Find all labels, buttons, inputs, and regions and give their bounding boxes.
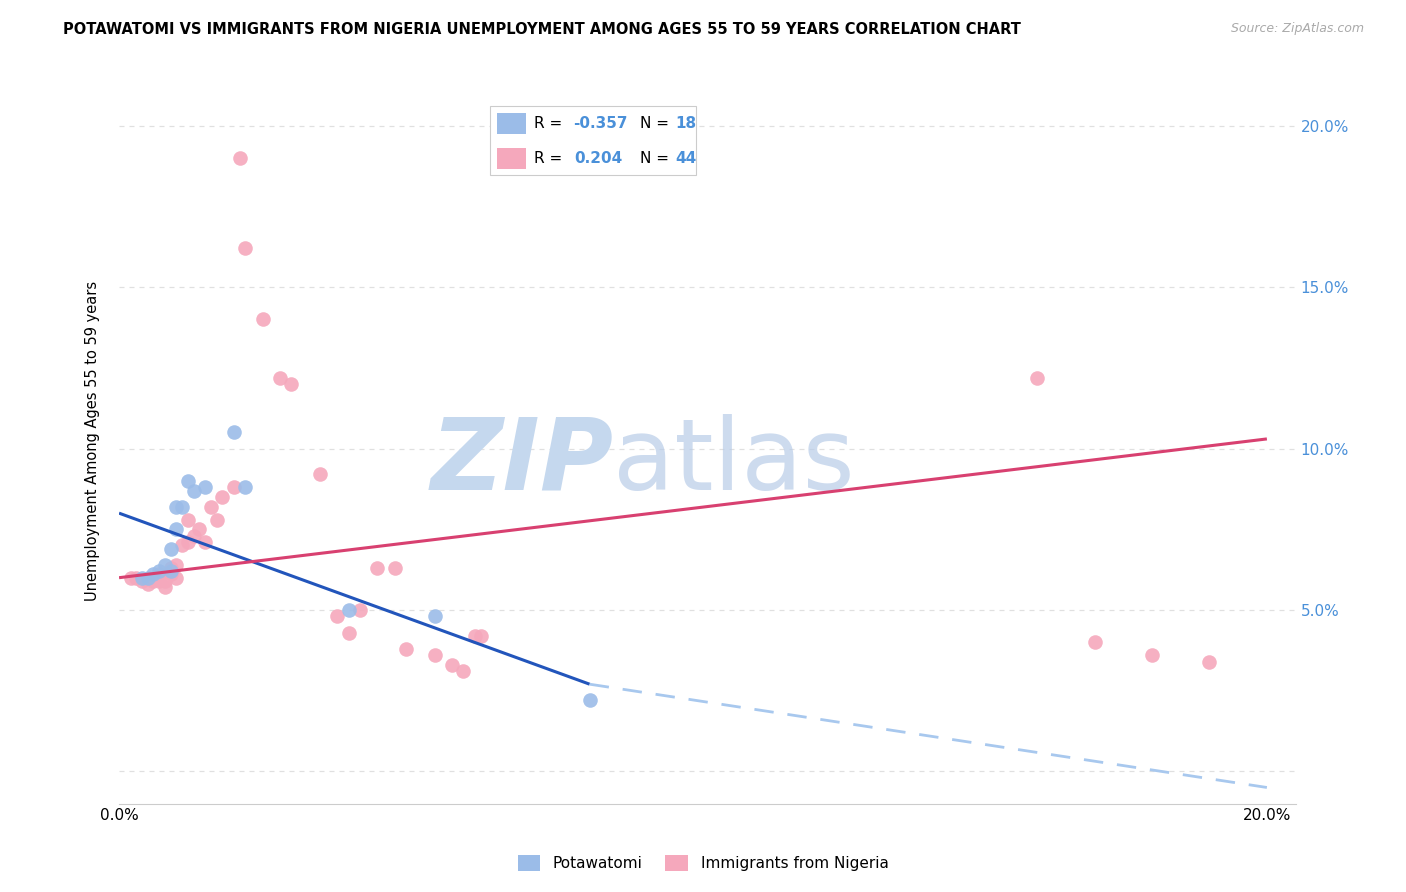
Point [194, 535, 217, 549]
Text: atlas: atlas [613, 414, 855, 511]
Point [578, 693, 600, 707]
Point [349, 603, 371, 617]
Point [165, 571, 187, 585]
Point [153, 580, 176, 594]
Point [136, 571, 159, 585]
Point [172, 538, 194, 552]
Point [1140, 648, 1163, 662]
Text: 44: 44 [675, 151, 697, 166]
Point [200, 500, 222, 514]
Point [131, 574, 153, 588]
Point [177, 535, 200, 549]
Point [148, 567, 170, 582]
Point [159, 541, 181, 556]
Point [222, 425, 245, 440]
Text: R =: R = [534, 116, 568, 131]
Point [131, 571, 153, 585]
Point [464, 629, 486, 643]
Point [120, 571, 142, 585]
Text: ZIP: ZIP [430, 414, 613, 511]
Point [222, 480, 245, 494]
Legend: Potawatomi, Immigrants from Nigeria: Potawatomi, Immigrants from Nigeria [512, 849, 894, 877]
Point [177, 474, 200, 488]
Point [188, 522, 211, 536]
Point [165, 558, 187, 572]
Text: N =: N = [640, 116, 673, 131]
Point [148, 564, 170, 578]
Bar [496, 113, 526, 134]
Text: POTAWATOMI VS IMMIGRANTS FROM NIGERIA UNEMPLOYMENT AMONG AGES 55 TO 59 YEARS COR: POTAWATOMI VS IMMIGRANTS FROM NIGERIA UN… [63, 22, 1021, 37]
Point [159, 561, 181, 575]
Point [165, 500, 187, 514]
Point [337, 603, 360, 617]
Point [470, 629, 492, 643]
Point [177, 513, 200, 527]
Point [423, 648, 446, 662]
Point [1198, 655, 1220, 669]
Point [172, 500, 194, 514]
Point [228, 151, 250, 165]
Point [125, 571, 148, 585]
Point [453, 665, 475, 679]
Point [384, 561, 406, 575]
Point [148, 574, 170, 588]
Point [233, 242, 256, 256]
Point [153, 574, 176, 588]
Point [211, 490, 233, 504]
Point [165, 522, 187, 536]
Point [309, 467, 332, 482]
Point [395, 641, 418, 656]
Point [252, 312, 274, 326]
Point [183, 483, 205, 498]
FancyBboxPatch shape [489, 106, 696, 176]
Text: N =: N = [640, 151, 673, 166]
Text: R =: R = [534, 151, 572, 166]
Point [1084, 635, 1107, 649]
Point [194, 480, 217, 494]
Point [440, 657, 463, 672]
Point [337, 625, 360, 640]
Point [326, 609, 349, 624]
Point [159, 564, 181, 578]
Point [269, 370, 291, 384]
Point [233, 480, 256, 494]
Text: -0.357: -0.357 [574, 116, 627, 131]
Text: 0.204: 0.204 [575, 151, 623, 166]
Point [142, 574, 165, 588]
Point [142, 567, 165, 582]
Point [366, 561, 388, 575]
Point [136, 577, 159, 591]
Point [205, 513, 228, 527]
Point [153, 558, 176, 572]
Bar [496, 148, 526, 169]
Point [183, 529, 205, 543]
Text: Source: ZipAtlas.com: Source: ZipAtlas.com [1230, 22, 1364, 36]
Point [423, 609, 446, 624]
Y-axis label: Unemployment Among Ages 55 to 59 years: Unemployment Among Ages 55 to 59 years [86, 280, 100, 600]
Point [280, 377, 302, 392]
Text: 18: 18 [675, 116, 697, 131]
Point [1026, 370, 1049, 384]
Point [159, 567, 181, 582]
